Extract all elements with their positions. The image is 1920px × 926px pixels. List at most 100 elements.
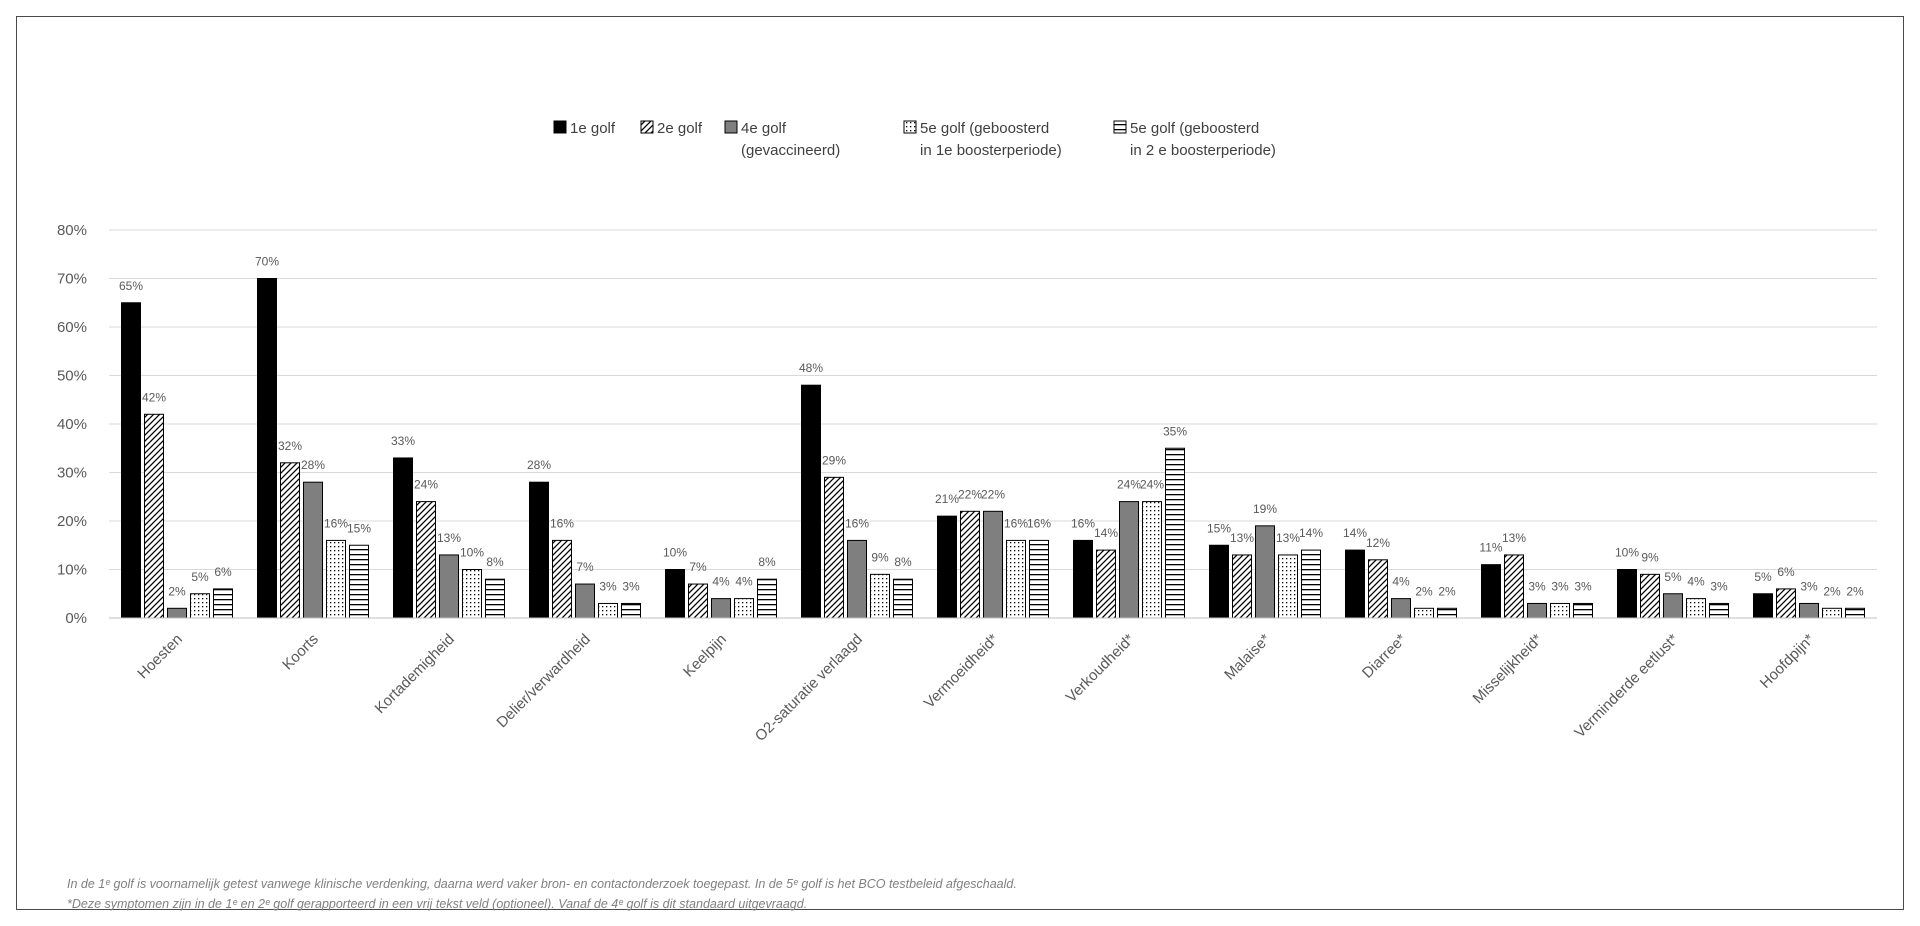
y-tick-label: 80% — [57, 222, 87, 239]
data-label: 13% — [437, 531, 461, 545]
data-label: 16% — [1071, 516, 1095, 530]
bar-hoofdpijn-series-1 — [1753, 593, 1773, 619]
bar-verminderde-eetlust-series-3 — [1663, 593, 1683, 619]
legend-swatch-4 — [903, 120, 917, 134]
bar-hoofdpijn-series-5 — [1845, 607, 1865, 619]
data-label: 4% — [712, 575, 730, 589]
category-label-malaise: Malaise* — [1221, 631, 1274, 684]
bar-misselijkheid-series-2 — [1504, 554, 1524, 619]
data-label: 5% — [191, 570, 209, 584]
data-label: 14% — [1094, 526, 1118, 540]
bar-hoesten-series-5 — [213, 588, 233, 619]
data-label: 14% — [1299, 526, 1323, 540]
bar-verkoudheid-series-1 — [1073, 539, 1093, 619]
data-label: 3% — [1574, 579, 1592, 593]
data-label: 2% — [1415, 584, 1433, 598]
data-label: 2% — [1438, 584, 1456, 598]
bar-verminderde-eetlust-series-4 — [1686, 598, 1706, 619]
category-label-hoofdpijn: Hoofdpijn* — [1757, 631, 1818, 692]
category-label-o2-saturatie-verlaagd: O2-saturatie verlaagd — [752, 631, 866, 745]
data-label: 33% — [391, 434, 415, 448]
data-label: 22% — [981, 487, 1005, 501]
data-label: 13% — [1276, 531, 1300, 545]
bar-hoofdpijn-series-3 — [1799, 602, 1819, 619]
data-label: 4% — [735, 575, 753, 589]
legend-swatch-2 — [640, 120, 654, 134]
data-label: 8% — [894, 555, 912, 569]
data-labels: 65%42%2%5% 6%70%32%28%16%15%33%24%13%10%8… — [119, 255, 1864, 599]
legend-swatch-1 — [553, 120, 567, 134]
y-tick-label: 0% — [65, 610, 87, 627]
bar-vermoeidheid-series-3 — [983, 510, 1003, 619]
data-label: 14% — [1343, 526, 1367, 540]
data-label: 3% — [1528, 579, 1546, 593]
data-label: 7% — [576, 560, 594, 574]
y-tick-label: 20% — [57, 513, 87, 530]
category-label-vermoeidheid: Vermoeidheid* — [921, 631, 1002, 712]
bar-hoesten-series-1 — [121, 302, 141, 619]
bar-malaise-series-1 — [1209, 544, 1229, 619]
data-label: 5% — [1664, 570, 1682, 584]
y-tick-label: 60% — [57, 319, 87, 336]
bar-kortademigheid-series-5 — [485, 578, 505, 619]
data-label: 5% — [1754, 570, 1772, 584]
bar-vermoeidheid-series-5 — [1029, 539, 1049, 619]
bar-verminderde-eetlust-series-2 — [1640, 573, 1660, 619]
data-label: 42% — [142, 390, 166, 404]
bar-hoofdpijn-series-2 — [1776, 588, 1796, 619]
data-label: 21% — [935, 492, 959, 506]
category-label-delier-verwardheid: Delier/verwardheid — [493, 631, 593, 731]
bar-koorts-series-3 — [303, 481, 323, 619]
data-label: 48% — [799, 361, 823, 375]
data-label: 9% — [1641, 550, 1659, 564]
bar-diarree-series-4 — [1414, 607, 1434, 619]
data-label: 6% — [214, 565, 232, 579]
bar-malaise-series-4 — [1278, 554, 1298, 619]
data-label: 13% — [1502, 531, 1526, 545]
bar-hoesten-series-3 — [167, 607, 187, 619]
bar-diarree-series-1 — [1345, 549, 1365, 619]
bar-verkoudheid-series-4 — [1142, 501, 1162, 619]
bar-koorts-series-2 — [280, 462, 300, 619]
bar-misselijkheid-series-5 — [1573, 602, 1593, 619]
bar-kortademigheid-series-1 — [393, 457, 413, 619]
legend-label-2: 2e golf — [657, 120, 703, 137]
data-label: 16% — [1027, 516, 1051, 530]
category-label-hoesten: Hoesten — [134, 631, 186, 683]
bars — [121, 278, 1865, 619]
bar-hoesten-series-2 — [144, 413, 164, 619]
bar-o2-saturatie-verlaagd-series-4 — [870, 573, 890, 619]
legend-label-4: 5e golf (geboosterd — [920, 120, 1049, 137]
data-label: 28% — [301, 458, 325, 472]
bar-kortademigheid-series-4 — [462, 569, 482, 619]
category-label-keelpijn: Keelpijn — [680, 631, 730, 681]
data-label: 28% — [527, 458, 551, 472]
bar-verkoudheid-series-5 — [1165, 447, 1185, 619]
bar-hoofdpijn-series-4 — [1822, 607, 1842, 619]
footnote-symptoms: *Deze symptomen zijn in de 1ᵉ en 2ᵉ golf… — [67, 897, 808, 911]
bar-misselijkheid-series-3 — [1527, 602, 1547, 619]
category-label-verminderde-eetlust: Verminderde eetlust* — [1571, 631, 1682, 742]
data-label: 16% — [324, 516, 348, 530]
data-label: 3% — [599, 579, 617, 593]
legend-label-1: 1e golf — [570, 120, 616, 137]
bar-o2-saturatie-verlaagd-series-1 — [801, 384, 821, 619]
y-tick-label: 10% — [57, 562, 87, 579]
bar-o2-saturatie-verlaagd-series-2 — [824, 476, 844, 619]
data-label: 65% — [119, 279, 143, 293]
bar-misselijkheid-series-4 — [1550, 602, 1570, 619]
data-label: 2% — [168, 584, 186, 598]
legend-label-4: in 1e boosterperiode) — [920, 142, 1062, 159]
data-label: 70% — [255, 255, 279, 269]
y-tick-label: 30% — [57, 465, 87, 482]
bar-verkoudheid-series-2 — [1096, 549, 1116, 619]
bar-malaise-series-2 — [1232, 554, 1252, 619]
data-label: 22% — [958, 487, 982, 501]
data-label: 12% — [1366, 536, 1390, 550]
bar-koorts-series-5 — [349, 544, 369, 619]
data-label: 19% — [1253, 502, 1277, 516]
legend: 1e golf 2e golf 4e golf (gevaccineerd) 5e go… — [553, 120, 1276, 159]
y-axis-tick-labels: 0% 10% 20% 30% 40% 50% 60% 70% 80% — [57, 222, 87, 627]
bar-keelpijn-series-4 — [734, 598, 754, 619]
data-label: 16% — [550, 516, 574, 530]
